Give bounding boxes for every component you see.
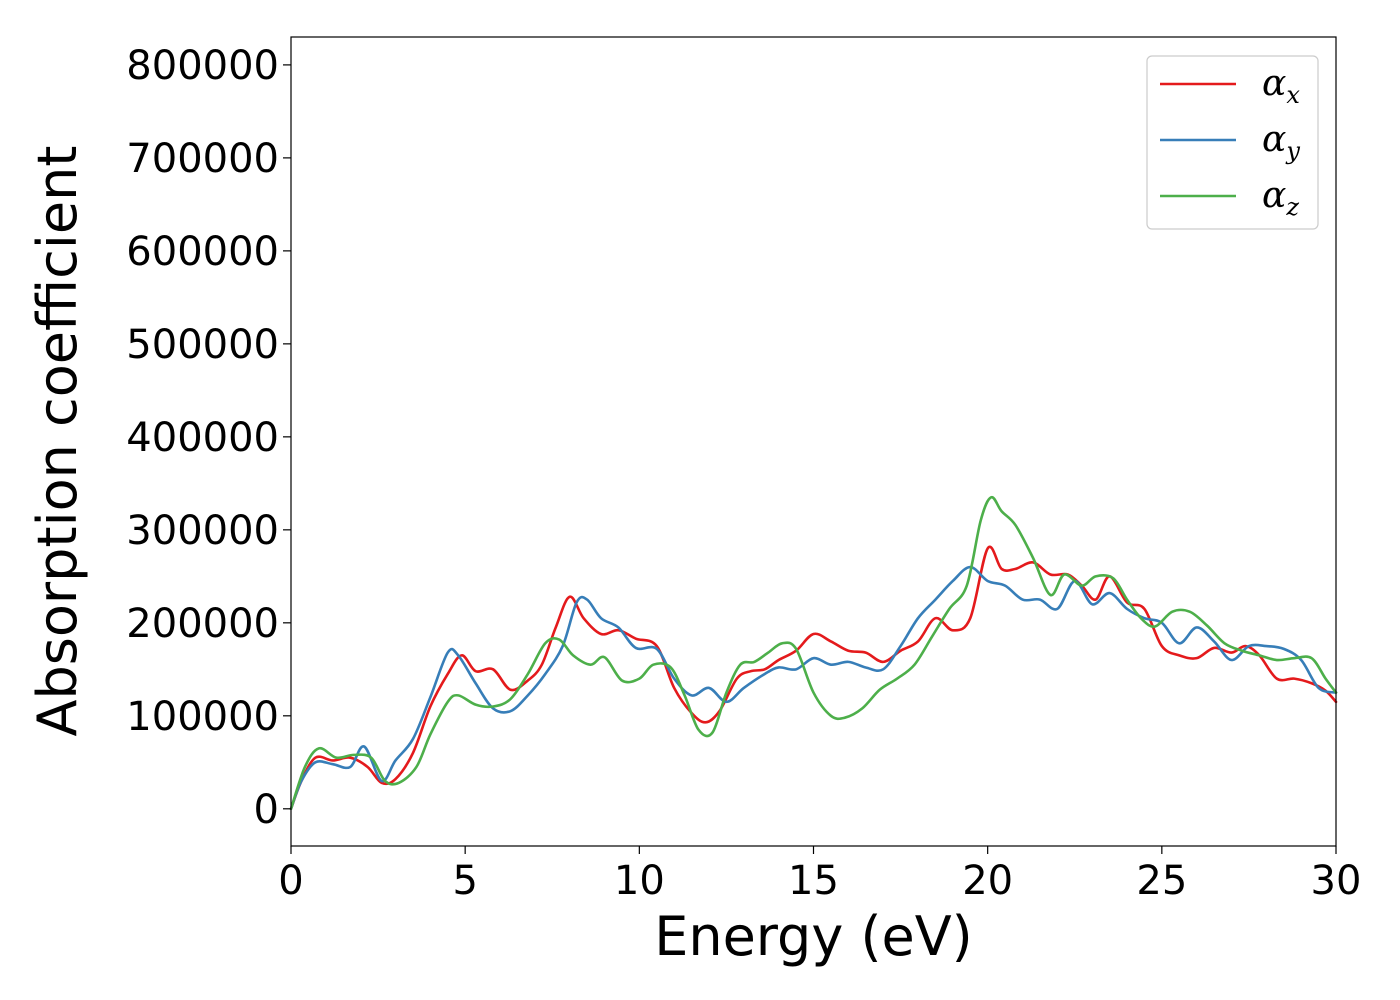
x-axis: 0 5 10 15 20 25 30 <box>278 846 1361 904</box>
y-tick-label: 800000 <box>126 43 279 89</box>
series-line-alpha-x <box>289 545 1338 811</box>
legend-box <box>1146 55 1319 230</box>
x-tick-label: 15 <box>788 858 839 904</box>
x-axis-title: Energy (eV) <box>654 905 973 968</box>
x-tick-label: 10 <box>614 858 665 904</box>
y-tick-label: 300000 <box>126 508 279 554</box>
x-tick-label: 25 <box>1136 858 1187 904</box>
y-tick-label: 700000 <box>126 136 279 182</box>
x-tick-label: 0 <box>278 858 303 904</box>
y-tick-label: 0 <box>254 787 279 833</box>
legend-label-alpha-x: αx <box>1262 63 1300 109</box>
legend: αx αy αz <box>1146 55 1319 230</box>
x-tick-label: 20 <box>962 858 1013 904</box>
x-tick-label: 5 <box>452 858 477 904</box>
series-layer <box>289 495 1338 811</box>
legend-label-alpha-z: αz <box>1262 175 1299 221</box>
series-line-alpha-y <box>289 565 1338 811</box>
y-axis: 0 100000 200000 300000 400000 500000 600000 700… <box>126 43 291 833</box>
y-tick-label: 100000 <box>126 694 279 740</box>
y-tick-label: 400000 <box>126 415 279 461</box>
legend-label-alpha-y: αy <box>1262 119 1300 165</box>
series-line-alpha-z <box>289 495 1338 811</box>
y-tick-label: 600000 <box>126 229 279 275</box>
y-tick-label: 200000 <box>126 601 279 647</box>
x-tick-label: 30 <box>1311 858 1362 904</box>
y-tick-label: 500000 <box>126 322 279 368</box>
y-axis-title: Absorption coefficient <box>26 146 89 737</box>
